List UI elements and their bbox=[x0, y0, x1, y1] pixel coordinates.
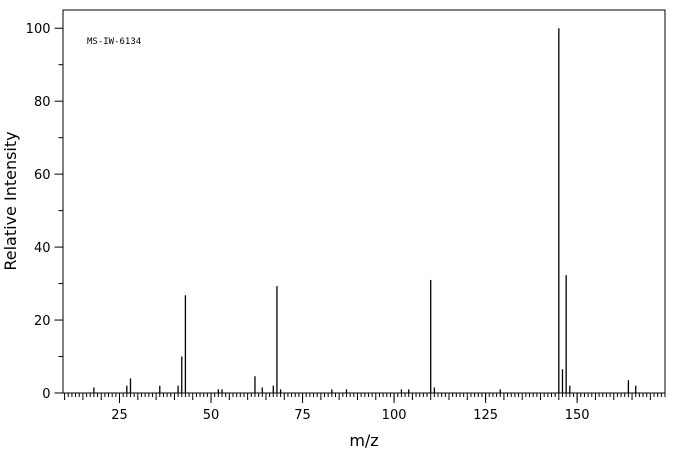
x-tick-label: 100 bbox=[382, 408, 407, 423]
annotation: MS-IW-6134 bbox=[87, 37, 141, 47]
x-tick-label: 50 bbox=[203, 408, 220, 423]
x-tick-label: 75 bbox=[294, 408, 311, 423]
y-tick-label: 100 bbox=[26, 22, 51, 37]
y-tick-label: 60 bbox=[34, 168, 51, 183]
x-tick-label: 125 bbox=[473, 408, 498, 423]
x-axis-title: m/z bbox=[349, 431, 378, 450]
x-tick-label: 150 bbox=[565, 408, 590, 423]
y-tick-label: 0 bbox=[42, 387, 50, 402]
y-tick-label: 80 bbox=[34, 95, 51, 110]
plot-frame bbox=[62, 9, 666, 394]
y-tick-label: 20 bbox=[34, 314, 51, 329]
y-axis-title: Relative Intensity bbox=[1, 131, 20, 270]
y-tick-label: 40 bbox=[34, 241, 51, 256]
x-tick-label: 25 bbox=[111, 408, 128, 423]
